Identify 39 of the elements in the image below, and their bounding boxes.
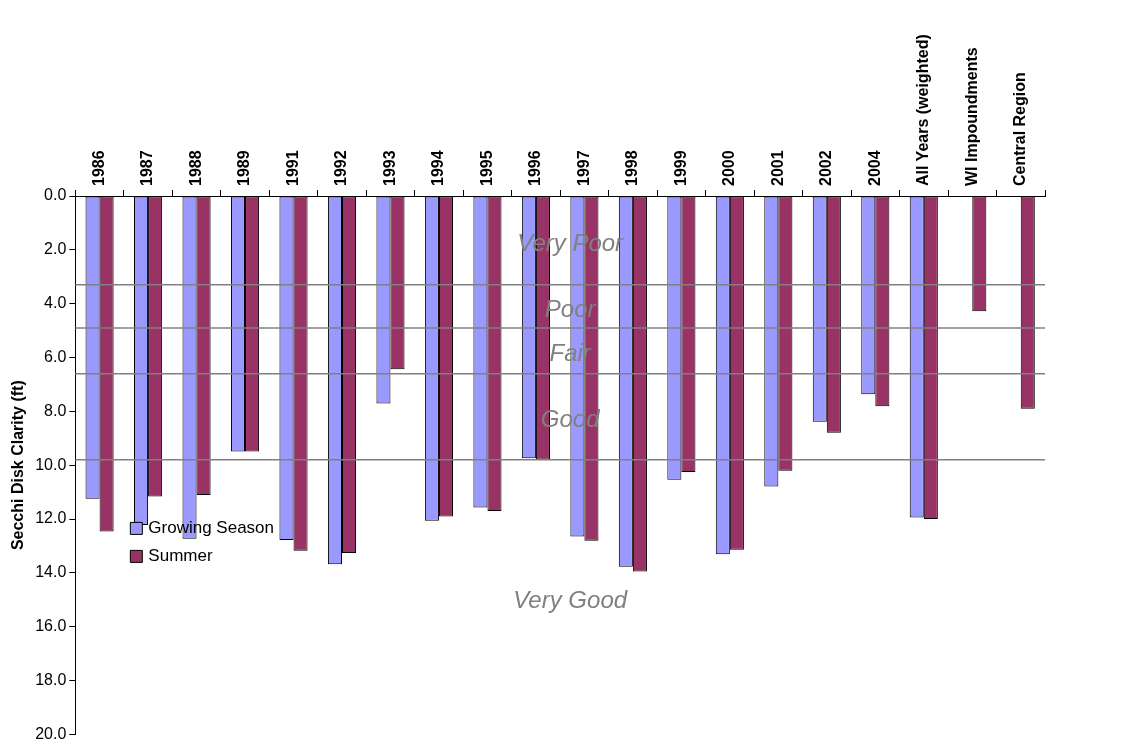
x-tick-label: 1998: [623, 150, 641, 186]
annotation: Fair: [549, 339, 592, 367]
annotation: Good: [540, 405, 601, 433]
x-tick-label: 2000: [720, 150, 738, 186]
x-tick-label: 1988: [186, 150, 204, 186]
annotation: Very Poor: [517, 229, 625, 257]
y-tick-label: 20.0: [35, 724, 67, 742]
x-tick-label: 2002: [817, 150, 835, 186]
x-tick-label: 1991: [283, 150, 301, 186]
x-tick-label: 1994: [429, 150, 447, 186]
y-tick-label: 2.0: [44, 240, 67, 258]
legend-label: Summer: [148, 546, 213, 566]
y-tick-label: 12.0: [35, 509, 67, 527]
x-tick-label: 1999: [671, 150, 689, 186]
x-tick-label: 2001: [768, 150, 786, 186]
x-tick-label: 1986: [89, 150, 107, 186]
y-tick-label: 0.0: [44, 186, 67, 204]
y-axis-title: Secchi Disk Clarity (ft): [9, 380, 27, 551]
annotation: Very Good: [513, 585, 628, 613]
x-tick-label: Central Region: [1011, 72, 1029, 186]
y-tick-label: 10.0: [35, 455, 67, 473]
x-tick-label: 1997: [574, 150, 592, 186]
x-tick-label: 1996: [526, 150, 544, 186]
y-tick-label: 14.0: [35, 563, 67, 581]
x-tick-label: 1995: [477, 150, 495, 186]
y-tick-label: 18.0: [35, 670, 67, 688]
x-tick-label: All Years (weighted): [914, 34, 932, 186]
y-tick-label: 6.0: [44, 347, 67, 365]
y-tick-label: 8.0: [44, 401, 67, 419]
x-tick-label: 1993: [380, 150, 398, 186]
x-tick-label: 1987: [138, 150, 156, 186]
y-tick-label: 16.0: [35, 617, 67, 635]
x-tick-label: 1989: [235, 150, 253, 186]
legend-label: Growing Season: [148, 518, 275, 538]
x-tick-label: 1992: [332, 150, 350, 186]
y-tick-label: 4.0: [44, 294, 67, 312]
x-tick-label: 2004: [865, 150, 883, 186]
x-tick-label: WI Impoundments: [962, 47, 980, 186]
annotation: Poor: [544, 295, 597, 323]
